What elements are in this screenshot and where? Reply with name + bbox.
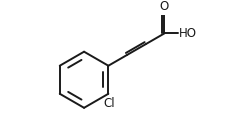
Text: HO: HO (178, 27, 196, 40)
Text: Cl: Cl (103, 97, 114, 110)
Text: O: O (159, 1, 168, 14)
